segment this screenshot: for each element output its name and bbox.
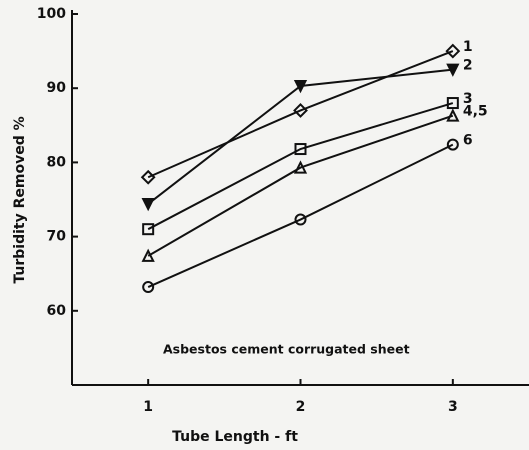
series-label: 3 [463, 91, 473, 107]
y-axis-label: Turbidity Removed % [12, 116, 28, 283]
point [446, 63, 460, 77]
point [294, 143, 307, 156]
y-tick-label: 100 [37, 6, 66, 22]
point [446, 97, 459, 110]
series-line [147, 102, 454, 231]
point [141, 248, 155, 262]
annotation: Asbestos cement corrugated sheet [163, 342, 410, 357]
point [293, 79, 308, 94]
point [294, 213, 307, 226]
series-label: 1 [463, 39, 473, 55]
point [142, 223, 155, 236]
point [293, 103, 308, 118]
point [293, 160, 308, 174]
series-label: 2 [463, 58, 473, 74]
series-label: 6 [463, 133, 473, 149]
point [446, 138, 459, 151]
y-tick-label: 70 [47, 229, 67, 245]
y-tick-label: 80 [47, 154, 67, 170]
point [140, 169, 156, 185]
point [446, 108, 460, 122]
series-line [147, 143, 454, 288]
x-tick-label: 3 [448, 399, 458, 415]
series-line [147, 114, 454, 257]
series-label: 4,5 [463, 104, 488, 120]
point [445, 43, 461, 59]
y-tick-label: 90 [47, 80, 67, 96]
point [141, 197, 155, 212]
y-tick-label: 60 [47, 303, 67, 319]
series-line [147, 50, 454, 179]
x-tick-label: 1 [143, 399, 153, 415]
x-axis-label: Tube Length - ft [172, 429, 298, 445]
point [142, 281, 155, 294]
x-tick-label: 2 [296, 399, 306, 415]
